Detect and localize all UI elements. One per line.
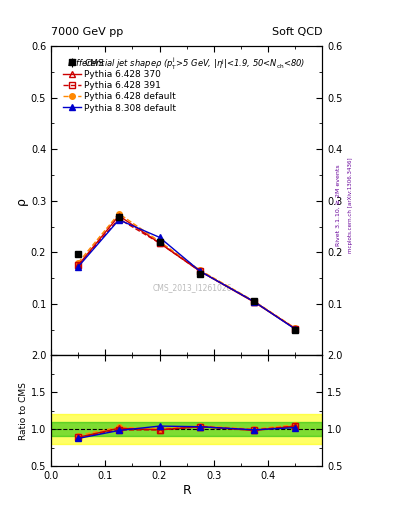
Pythia 6.428 370 [198, 268, 203, 274]
Pythia 6.428 391 [76, 262, 81, 268]
Pythia 6.428 391 [198, 268, 203, 274]
Line: Pythia 8.308 default: Pythia 8.308 default [75, 217, 298, 332]
Pythia 6.428 391 [157, 240, 162, 246]
Bar [51, 414, 322, 444]
Text: 7000 GeV pp: 7000 GeV pp [51, 27, 123, 37]
Line: Pythia 6.428 default: Pythia 6.428 default [75, 211, 298, 331]
Pythia 6.428 default [198, 267, 203, 273]
Pythia 8.308 default [198, 268, 203, 274]
Pythia 6.428 default [293, 325, 298, 331]
Legend: CMS, Pythia 6.428 370, Pythia 6.428 391, Pythia 6.428 default, Pythia 8.308 defa: CMS, Pythia 6.428 370, Pythia 6.428 391,… [61, 57, 178, 114]
Pythia 8.308 default [252, 298, 257, 305]
Text: Rivet 3.1.10, ≥ 2M events: Rivet 3.1.10, ≥ 2M events [336, 164, 341, 246]
Pythia 6.428 default [157, 239, 162, 245]
Pythia 6.428 370 [157, 240, 162, 246]
Pythia 6.428 370 [293, 326, 298, 332]
Pythia 6.428 391 [252, 298, 257, 305]
Pythia 6.428 370 [252, 299, 257, 305]
Pythia 6.428 391 [293, 326, 298, 332]
Line: Pythia 6.428 391: Pythia 6.428 391 [75, 216, 298, 331]
Line: Pythia 6.428 370: Pythia 6.428 370 [75, 213, 298, 331]
Text: CMS_2013_I1261026: CMS_2013_I1261026 [152, 283, 232, 292]
Text: Soft QCD: Soft QCD [272, 27, 322, 37]
Pythia 6.428 default [252, 298, 257, 304]
Pythia 6.428 391 [116, 216, 121, 222]
Pythia 6.428 default [116, 210, 121, 217]
Pythia 8.308 default [76, 264, 81, 270]
Pythia 8.308 default [157, 234, 162, 241]
Pythia 6.428 default [76, 260, 81, 266]
X-axis label: R: R [182, 483, 191, 497]
Y-axis label: ρ: ρ [15, 197, 28, 205]
Pythia 8.308 default [116, 217, 121, 223]
Pythia 6.428 370 [76, 262, 81, 268]
Pythia 8.308 default [293, 326, 298, 332]
Bar [51, 422, 322, 436]
Pythia 6.428 370 [116, 212, 121, 219]
Text: Differential jet shape$\rho$ ($p_{\rm T}^{\rm j}$>5 GeV, $|\eta^{\rm j}|$<1.9, 5: Differential jet shape$\rho$ ($p_{\rm T}… [68, 55, 306, 72]
Y-axis label: Ratio to CMS: Ratio to CMS [19, 382, 28, 440]
Text: mcplots.cern.ch [arXiv:1306.3436]: mcplots.cern.ch [arXiv:1306.3436] [348, 157, 353, 252]
